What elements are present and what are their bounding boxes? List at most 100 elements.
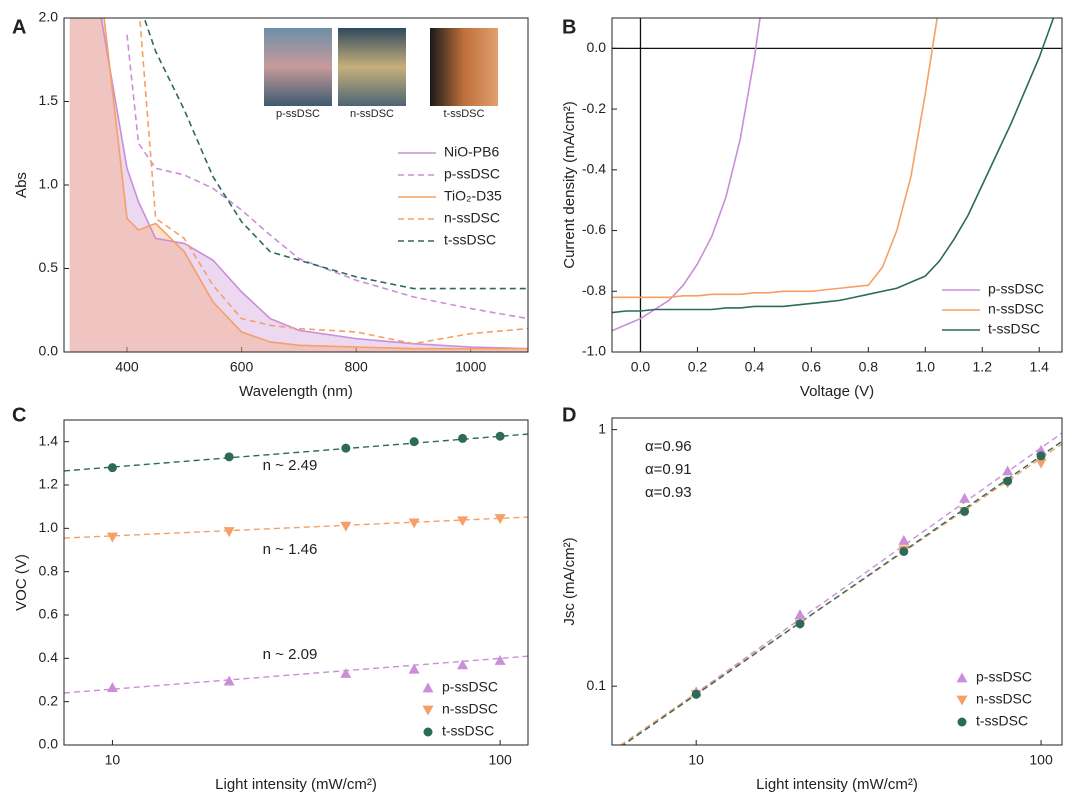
y-tick-label: 0.0	[587, 39, 607, 55]
plot-frame	[611, 17, 1063, 353]
y-tick-label: 0.8	[39, 562, 59, 578]
series-line	[126, 34, 528, 320]
series-line	[100, 18, 528, 350]
legend-label: t-ssDSC	[442, 723, 494, 739]
y-tick-label: -0.2	[582, 100, 606, 116]
y-axis-label: VOC (V)	[13, 554, 30, 611]
y-tick-label: 0.6	[39, 606, 59, 622]
plot-frame	[611, 417, 1063, 746]
y-axis-label: Current density (mA/cm²)	[561, 101, 578, 269]
panel-letter: C	[12, 404, 26, 426]
legend-label: t-ssDSC	[444, 232, 496, 248]
x-tick-label: 0.0	[631, 359, 651, 375]
legend-label: n-ssDSC	[442, 701, 498, 717]
marker	[1002, 465, 1014, 476]
x-tick-label: 600	[230, 359, 254, 375]
inset-photo	[338, 28, 406, 106]
y-axis-label: Abs	[13, 172, 30, 198]
marker	[1036, 451, 1046, 461]
y-tick-label: 0.5	[39, 259, 59, 275]
annotation: α=0.93	[645, 484, 692, 501]
y-tick-label: -0.4	[582, 161, 606, 177]
legend-label: n-ssDSC	[976, 691, 1032, 707]
y-tick-label: 1.4	[39, 432, 59, 448]
y-tick-label: 1.5	[39, 92, 59, 108]
marker	[495, 431, 505, 441]
y-tick-label: 0.4	[39, 649, 59, 665]
marker	[1003, 476, 1013, 486]
panel-letter: D	[562, 404, 576, 426]
marker	[408, 518, 420, 529]
marker	[107, 463, 117, 473]
legend-label: p-ssDSC	[976, 669, 1032, 685]
annotation: α=0.91	[645, 461, 692, 478]
legend-label: t-ssDSC	[976, 713, 1028, 729]
legend-marker	[956, 672, 968, 683]
marker	[494, 514, 506, 525]
marker	[960, 506, 970, 516]
y-tick-label: 1.2	[39, 476, 59, 492]
marker	[341, 443, 351, 453]
legend-label: p-ssDSC	[442, 679, 498, 695]
marker	[340, 668, 352, 678]
x-axis-label: Light intensity (mW/cm²)	[756, 776, 918, 793]
y-tick-label: 1.0	[39, 519, 59, 535]
panel-letter: B	[562, 16, 576, 38]
series-line	[612, 18, 938, 299]
x-tick-label: 400	[115, 359, 139, 375]
plot-frame	[63, 419, 529, 746]
x-axis-label: Light intensity (mW/cm²)	[215, 776, 377, 793]
legend-label: n-ssDSC	[988, 301, 1044, 317]
legend-marker	[956, 695, 968, 706]
legend-marker	[423, 727, 433, 737]
y-tick-label: -0.6	[582, 221, 606, 237]
x-axis-label: Wavelength (nm)	[239, 383, 353, 400]
y-tick-label: 0.1	[587, 677, 607, 693]
legend-label: n-ssDSC	[444, 210, 500, 226]
series-line	[138, 18, 528, 345]
legend-label: t-ssDSC	[988, 321, 1040, 337]
y-tick-label: -0.8	[582, 282, 606, 298]
series-line	[103, 18, 528, 350]
x-axis-label: Voltage (V)	[800, 383, 874, 400]
x-tick-label: 10	[105, 752, 121, 768]
marker	[223, 675, 235, 686]
marker	[899, 546, 909, 556]
fit-line	[64, 433, 528, 472]
series-line	[143, 18, 528, 290]
marker	[691, 689, 701, 699]
plot-frame	[63, 17, 529, 353]
fit-line	[64, 516, 528, 539]
area-fill	[69, 18, 528, 352]
annotation: n ~ 1.46	[263, 541, 318, 558]
y-tick-label: 0.0	[39, 343, 59, 359]
marker	[408, 663, 420, 674]
x-tick-label: 10	[688, 752, 704, 768]
x-tick-label: 100	[1029, 752, 1053, 768]
x-tick-label: 1.4	[1029, 359, 1049, 375]
y-tick-label: 0.2	[39, 692, 59, 708]
marker	[959, 492, 971, 503]
inset-photo	[430, 28, 498, 106]
x-tick-label: 1.0	[916, 359, 936, 375]
y-axis-label: Jsc (mA/cm²)	[561, 537, 578, 625]
marker	[898, 534, 910, 545]
marker	[795, 619, 805, 629]
inset-label: p-ssDSC	[276, 108, 320, 120]
y-tick-label: 2.0	[39, 9, 59, 25]
series-line	[612, 18, 1055, 314]
annotation: α=0.96	[645, 438, 692, 455]
legend-label: TiO₂-D35	[444, 188, 502, 204]
x-tick-label: 1000	[455, 359, 486, 375]
y-tick-label: -1.0	[582, 343, 606, 359]
legend-marker	[422, 705, 434, 716]
legend-marker	[422, 682, 434, 693]
fit-line	[622, 440, 1062, 745]
x-tick-label: 0.8	[859, 359, 879, 375]
y-tick-label: 1.0	[39, 176, 59, 192]
panel-letter: A	[12, 16, 26, 38]
marker	[409, 437, 419, 447]
y-tick-label: 1	[598, 420, 606, 436]
fit-line	[64, 655, 528, 694]
